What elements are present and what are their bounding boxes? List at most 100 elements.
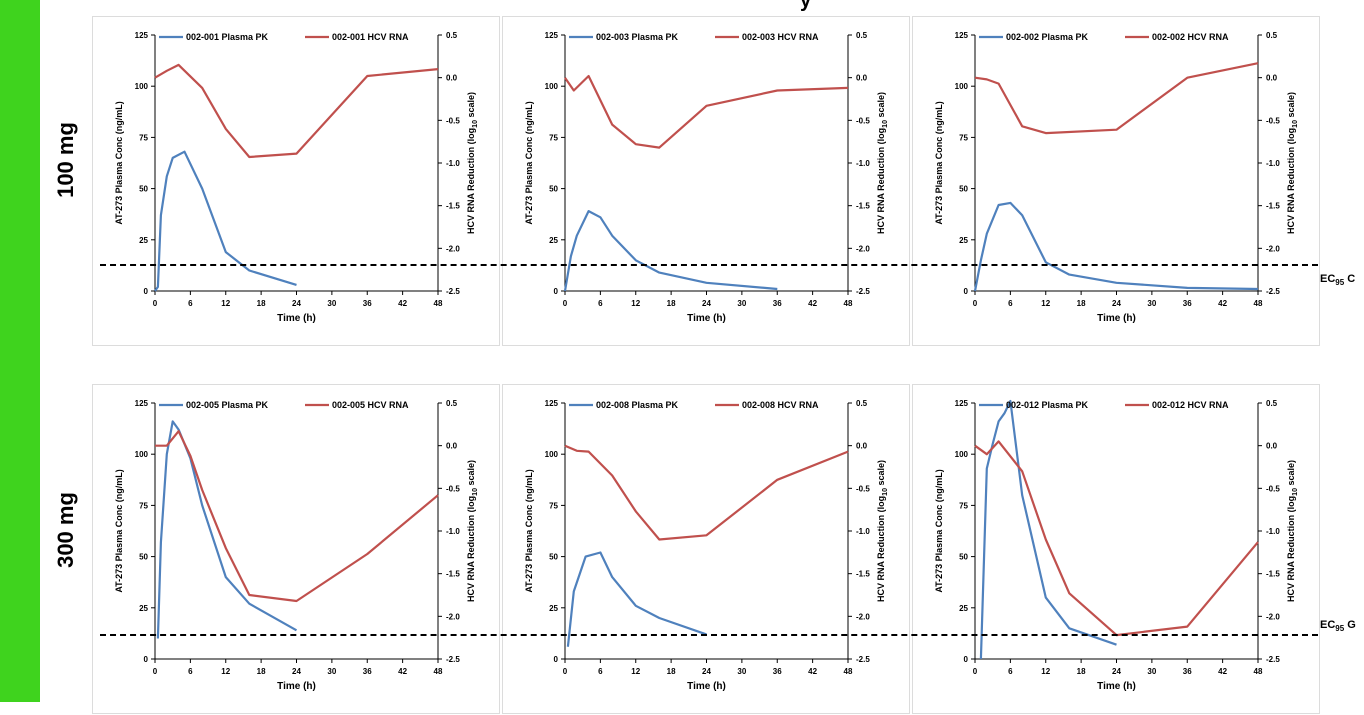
- y-tick-label: 25: [549, 236, 558, 245]
- x-tick-label: 48: [844, 667, 853, 676]
- x-tick-label: 24: [1112, 299, 1121, 308]
- y2-tick-label: -1.0: [1266, 527, 1280, 536]
- y-tick-label: 100: [135, 82, 149, 91]
- legend-label: 002-008 Plasma PK: [596, 400, 679, 410]
- x-tick-label: 42: [398, 667, 407, 676]
- y2-label-part: HCV RNA Reduction (log: [1286, 128, 1296, 234]
- x-axis-label: Time (h): [687, 313, 726, 324]
- x-tick-label: 42: [1218, 299, 1227, 308]
- y-tick-label: 125: [955, 399, 969, 408]
- x-tick-label: 42: [398, 299, 407, 308]
- y-tick-label: 125: [135, 399, 149, 408]
- y2-label-part: HCV RNA Reduction (log: [1286, 496, 1296, 602]
- slide-title-fragment: y: [800, 0, 812, 12]
- y2-tick-label: -0.5: [856, 484, 870, 493]
- y2-label-part: HCV RNA Reduction (log: [466, 496, 476, 602]
- y-tick-label: 75: [549, 133, 558, 142]
- y-tick-label: 125: [545, 399, 559, 408]
- legend-label: 002-005 Plasma PK: [186, 400, 269, 410]
- y2-tick-label: -2.0: [856, 244, 870, 253]
- x-tick-label: 42: [808, 667, 817, 676]
- x-tick-label: 6: [598, 667, 603, 676]
- y-tick-label: 75: [959, 133, 968, 142]
- y2-axis-label: HCV RNA Reduction (log10 scale): [1286, 460, 1299, 602]
- x-tick-label: 30: [737, 667, 746, 676]
- y-axis-label: AT-273 Plasma Conc (ng/mL): [114, 469, 124, 592]
- x-tick-label: 48: [434, 299, 443, 308]
- series-line-hcv-rna: [564, 444, 849, 541]
- y2-tick-label: -2.5: [1266, 655, 1280, 664]
- y2-label-sub: 10: [1292, 120, 1299, 128]
- y-tick-label: 50: [959, 553, 968, 562]
- y-tick-label: 100: [135, 450, 149, 459]
- x-axis-label: Time (h): [687, 681, 726, 692]
- y2-label-sub: 10: [472, 488, 479, 496]
- x-tick-label: 48: [1254, 667, 1263, 676]
- y2-tick-label: -0.5: [856, 116, 870, 125]
- y2-tick-label: -2.0: [446, 612, 460, 621]
- x-tick-label: 12: [221, 299, 230, 308]
- y2-axis-label: HCV RNA Reduction (log10 scale): [876, 92, 889, 234]
- y2-tick-label: 0.0: [446, 74, 458, 83]
- x-axis-label: Time (h): [277, 681, 316, 692]
- y2-tick-label: -1.0: [446, 527, 460, 536]
- x-tick-label: 48: [844, 299, 853, 308]
- x-tick-label: 24: [292, 299, 301, 308]
- y-tick-label: 50: [549, 553, 558, 562]
- y2-tick-label: -0.5: [446, 484, 460, 493]
- series-line-plasma-pk: [154, 150, 297, 292]
- y2-tick-label: -1.0: [446, 159, 460, 168]
- x-tick-label: 42: [1218, 667, 1227, 676]
- x-tick-label: 0: [563, 299, 568, 308]
- y2-label-part: HCV RNA Reduction (log: [876, 128, 886, 234]
- y2-tick-label: -1.5: [446, 202, 460, 211]
- x-tick-label: 0: [563, 667, 568, 676]
- x-tick-label: 42: [808, 299, 817, 308]
- y2-label-part: scale): [466, 460, 476, 488]
- legend-label: 002-001 HCV RNA: [332, 32, 409, 42]
- chart-panel-002-001: 0 25 50 75 100 125 0.5 0.0 -0.5 -1.0 -1.5 -2.0 -2.5 0…: [92, 16, 500, 346]
- y-tick-label: 75: [549, 501, 558, 510]
- y2-tick-label: -1.0: [1266, 159, 1280, 168]
- x-axis-label: Time (h): [277, 313, 316, 324]
- y-tick-label: 125: [955, 31, 969, 40]
- y2-tick-label: -2.5: [856, 655, 870, 664]
- series-line-hcv-rna: [974, 62, 1259, 135]
- y2-tick-label: -2.5: [1266, 287, 1280, 296]
- y2-tick-label: -1.0: [856, 527, 870, 536]
- y2-tick-label: -2.0: [446, 244, 460, 253]
- legend-label: 002-001 Plasma PK: [186, 32, 269, 42]
- x-tick-label: 30: [737, 299, 746, 308]
- x-tick-label: 12: [631, 299, 640, 308]
- row-label-300mg: 300 mg: [46, 430, 86, 630]
- y2-label-sub: 10: [882, 120, 889, 128]
- chart-panel-002-003: 0 25 50 75 100 125 0.5 0.0 -0.5 -1.0 -1.5 -2.0 -2.5 0…: [502, 16, 910, 346]
- row-label-100mg: 100 mg: [46, 60, 86, 260]
- y2-label-part: scale): [1286, 92, 1296, 120]
- legend-label: 002-002 Plasma PK: [1006, 32, 1089, 42]
- series-line-hcv-rna: [564, 74, 849, 149]
- y-tick-label: 100: [545, 82, 559, 91]
- y-tick-label: 25: [139, 236, 148, 245]
- x-tick-label: 30: [327, 667, 336, 676]
- y2-tick-label: -2.0: [1266, 244, 1280, 253]
- x-tick-label: 30: [327, 299, 336, 308]
- y2-tick-label: -1.0: [856, 159, 870, 168]
- series-line-hcv-rna: [974, 440, 1259, 637]
- y-tick-label: 50: [959, 185, 968, 194]
- series-line-plasma-pk: [563, 210, 778, 292]
- y2-label-part: scale): [876, 92, 886, 120]
- legend-label: 002-012 HCV RNA: [1152, 400, 1229, 410]
- y2-tick-label: -2.0: [1266, 612, 1280, 621]
- ec95-label: EC95 C: [1320, 273, 1356, 288]
- x-tick-label: 30: [1147, 667, 1156, 676]
- chart-panel-002-012: 0 25 50 75 100 125 0.5 0.0 -0.5 -1.0 -1.5 -2.0 -2.5 0…: [912, 384, 1320, 714]
- legend-label: 002-005 HCV RNA: [332, 400, 409, 410]
- y-tick-label: 100: [955, 450, 969, 459]
- y2-axis-label: HCV RNA Reduction (log10 scale): [1286, 92, 1299, 234]
- series-line-plasma-pk: [979, 399, 1117, 660]
- dose-label: 300 mg: [53, 492, 79, 568]
- y-tick-label: 0: [144, 655, 149, 664]
